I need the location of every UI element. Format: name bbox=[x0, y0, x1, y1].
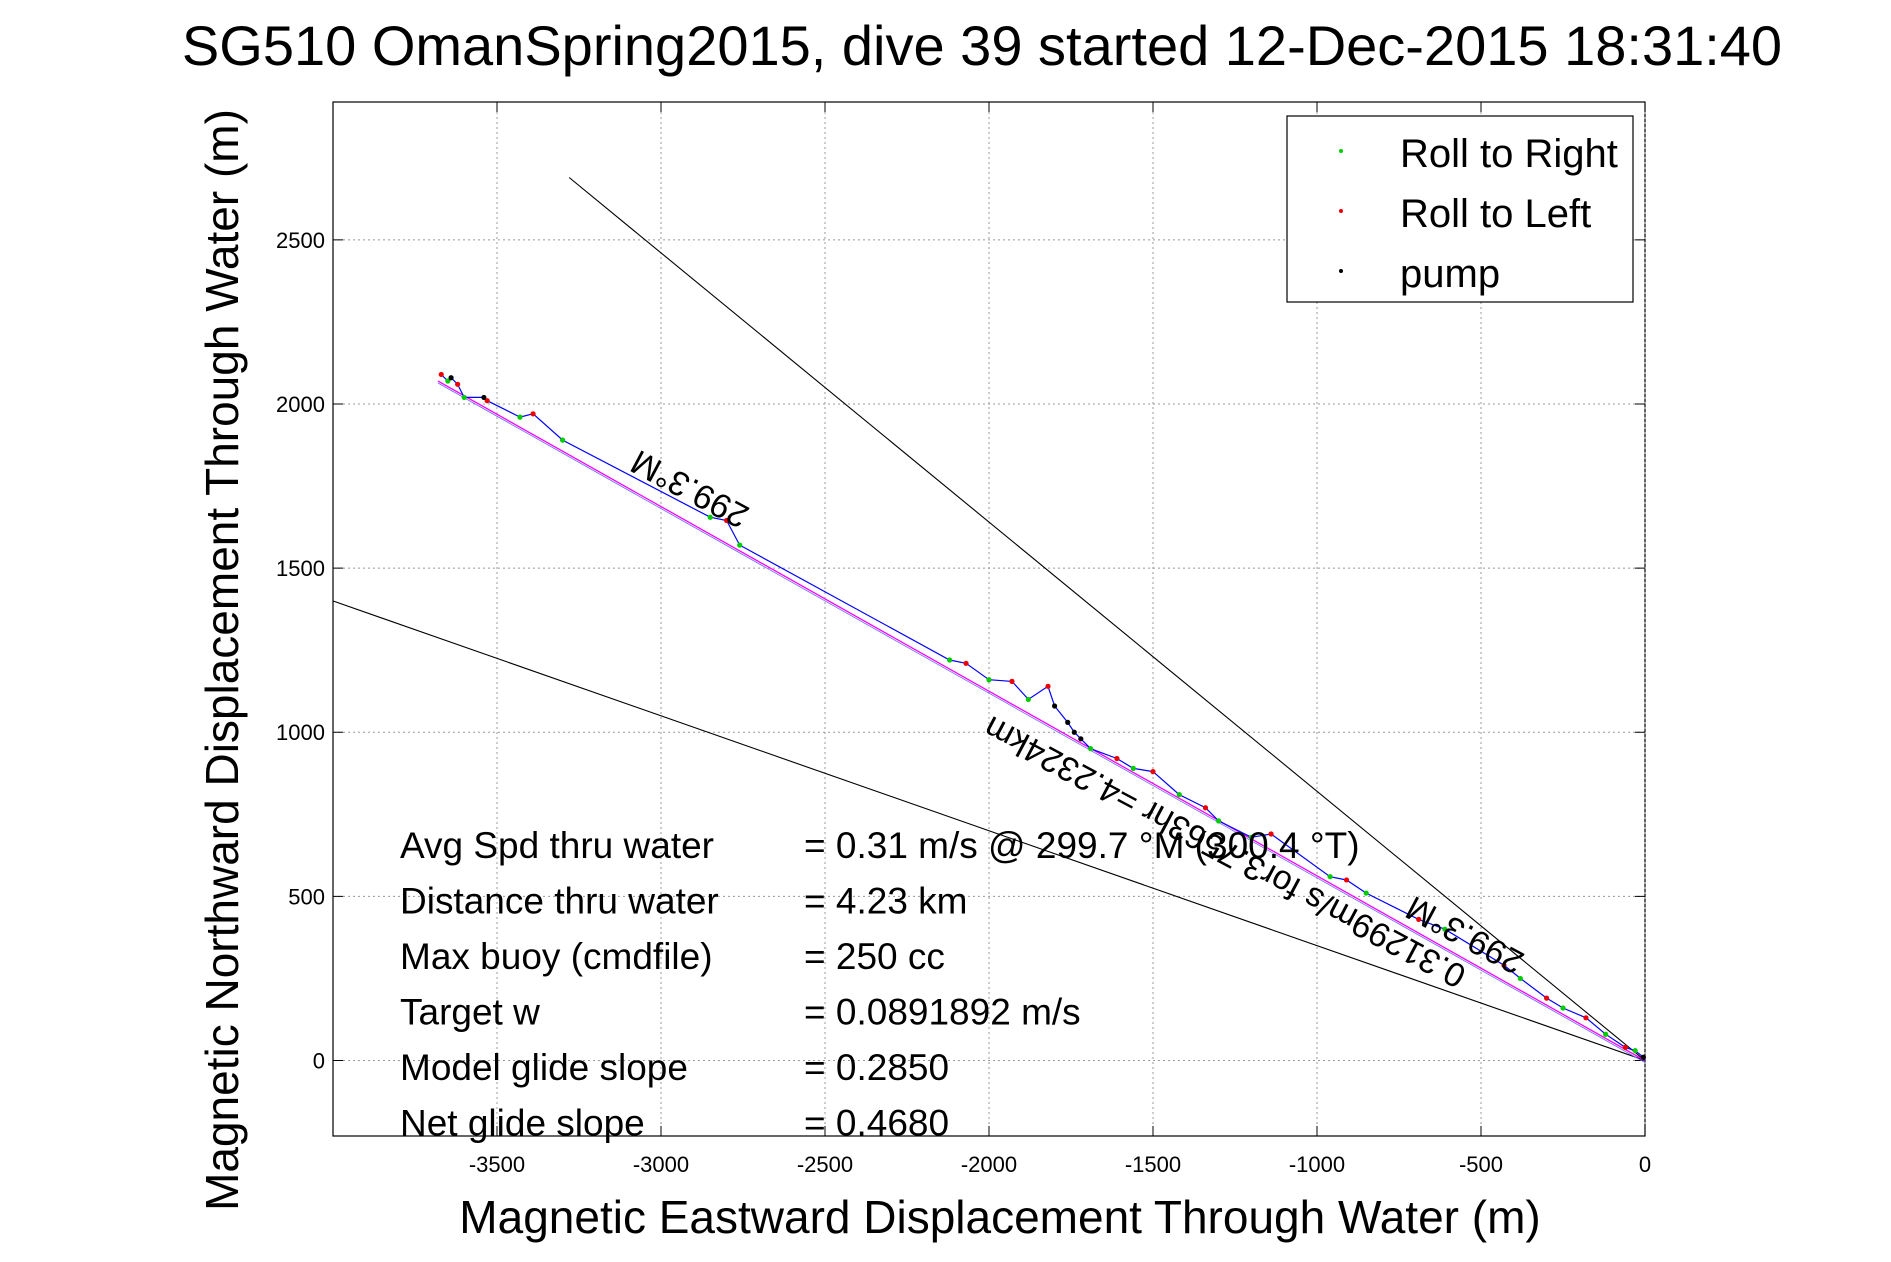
y-tick-label: 1500 bbox=[276, 556, 325, 581]
y-tick-label: 500 bbox=[288, 884, 325, 909]
marker-roll-to-left bbox=[1416, 916, 1422, 922]
marker-roll-to-right bbox=[461, 394, 467, 401]
marker-pump bbox=[1078, 736, 1084, 742]
marker-roll-to-right bbox=[1363, 890, 1369, 896]
marker-roll-to-right bbox=[1560, 1005, 1566, 1011]
stat-label: Avg Spd thru water bbox=[400, 825, 714, 866]
marker-roll-to-left bbox=[1268, 831, 1274, 837]
marker-roll-to-left bbox=[438, 371, 444, 378]
x-tick-label: -2000 bbox=[961, 1152, 1017, 1177]
stat-label: Model glide slope bbox=[400, 1047, 688, 1088]
marker-roll-to-right bbox=[737, 542, 743, 548]
legend-label: pump bbox=[1400, 252, 1500, 296]
marker-roll-to-right bbox=[517, 414, 523, 420]
x-tick-label: -3500 bbox=[469, 1152, 525, 1177]
y-tick-label: 0 bbox=[313, 1049, 325, 1074]
legend-marker bbox=[1339, 209, 1343, 213]
marker-roll-to-right bbox=[1442, 926, 1448, 932]
marker-roll-to-left bbox=[1045, 683, 1051, 689]
marker-roll-to-left bbox=[724, 517, 730, 524]
marker-roll-to-left bbox=[1150, 769, 1156, 775]
legend: Roll to Right Roll to Left pump bbox=[1286, 115, 1634, 303]
legend-label: Roll to Left bbox=[1400, 192, 1591, 236]
marker-roll-to-right bbox=[707, 514, 713, 520]
x-tick-label: 0 bbox=[1639, 1152, 1651, 1177]
x-axis-label: Magnetic Eastward Displacement Through W… bbox=[459, 1191, 1540, 1243]
stat-label: Max buoy (cmdfile) bbox=[400, 936, 713, 977]
marker-roll-to-right bbox=[986, 677, 992, 683]
marker-roll-to-right bbox=[1088, 746, 1094, 752]
stat-value: = 0.4680 bbox=[804, 1103, 949, 1144]
marker-pump bbox=[481, 394, 487, 401]
stat-value: = 0.0891892 m/s bbox=[804, 992, 1081, 1033]
marker-roll-to-left bbox=[1114, 755, 1120, 762]
chart-title: SG510 OmanSpring2015, dive 39 started 12… bbox=[182, 14, 1782, 77]
stats-block: Avg Spd thru water = 0.31 m/s @ 299.7 °M … bbox=[400, 825, 1360, 1144]
stat-label: Net glide slope bbox=[400, 1103, 645, 1144]
marker-pump bbox=[1071, 729, 1077, 735]
stat-value: = 0.2850 bbox=[804, 1047, 949, 1088]
y-tick-label: 2000 bbox=[276, 392, 325, 417]
stat-value: = 250 cc bbox=[804, 936, 945, 977]
x-tick-label: -500 bbox=[1459, 1152, 1503, 1177]
marker-roll-to-right bbox=[1025, 696, 1031, 703]
marker-pump bbox=[448, 375, 454, 381]
legend-marker bbox=[1339, 269, 1343, 273]
marker-roll-to-right bbox=[1130, 765, 1136, 771]
marker-roll-to-right bbox=[560, 437, 566, 443]
marker-roll-to-right bbox=[1248, 834, 1254, 840]
marker-roll-to-right bbox=[1517, 975, 1523, 982]
legend-label: Roll to Right bbox=[1400, 132, 1618, 176]
y-tick-label: 2500 bbox=[276, 228, 325, 253]
marker-roll-to-right bbox=[1603, 1031, 1609, 1037]
marker-pump bbox=[1640, 1054, 1646, 1060]
grid bbox=[333, 102, 1646, 1136]
stat-value: = 4.23 km bbox=[804, 881, 968, 922]
legend-box bbox=[1286, 115, 1634, 303]
marker-roll-to-left bbox=[1544, 995, 1550, 1001]
direction-line-upper bbox=[568, 177, 1645, 1061]
legend-marker bbox=[1339, 149, 1343, 153]
fit-line bbox=[437, 380, 1645, 1062]
direction-line-lower bbox=[333, 600, 1645, 1062]
marker-roll-to-left bbox=[1501, 962, 1507, 968]
stat-value: = 0.31 m/s @ 299.7 °M (300.4 °T) bbox=[804, 825, 1360, 866]
marker-roll-to-left bbox=[963, 660, 969, 666]
marker-roll-to-left bbox=[1583, 1015, 1589, 1021]
stat-label: Distance thru water bbox=[400, 881, 719, 922]
marker-pump bbox=[1052, 703, 1058, 709]
marker-roll-to-right bbox=[1216, 818, 1222, 824]
marker-roll-to-left bbox=[530, 411, 536, 417]
marker-roll-to-right bbox=[1327, 874, 1333, 880]
markers bbox=[438, 371, 1646, 1060]
marker-pump bbox=[1065, 719, 1071, 726]
x-tick-label: -3000 bbox=[633, 1152, 689, 1177]
marker-roll-to-right bbox=[445, 378, 451, 384]
marker-roll-to-right bbox=[1176, 792, 1182, 798]
x-tick-label: -1500 bbox=[1125, 1152, 1181, 1177]
marker-roll-to-left bbox=[1622, 1044, 1628, 1050]
x-tick-label: -2500 bbox=[797, 1152, 853, 1177]
fit-line-shadow bbox=[437, 382, 1645, 1063]
y-axis-label: Magnetic Northward Displacement Through … bbox=[196, 109, 248, 1211]
marker-roll-to-right bbox=[1632, 1048, 1638, 1054]
marker-roll-to-left bbox=[484, 398, 490, 404]
stat-label: Target w bbox=[400, 992, 540, 1033]
marker-roll-to-right bbox=[947, 657, 953, 663]
marker-roll-to-left bbox=[455, 381, 461, 387]
marker-roll-to-left bbox=[1009, 678, 1015, 684]
axes: -3500 -3000 -2500 -2000 -1500 -1000 -500 0 0 500 1… bbox=[276, 102, 1651, 1177]
marker-roll-to-left bbox=[1202, 805, 1209, 811]
x-tick-label: -1000 bbox=[1289, 1152, 1345, 1177]
y-tick-label: 1000 bbox=[276, 720, 325, 745]
marker-roll-to-left bbox=[1343, 877, 1350, 883]
